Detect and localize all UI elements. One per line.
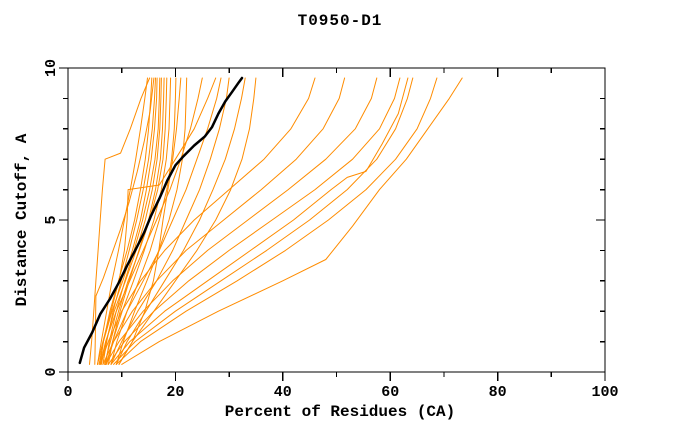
model-curve-26 [113, 77, 414, 365]
model-curve-20 [118, 77, 257, 365]
y-tick-label: 10 [43, 59, 60, 77]
model-curve-16 [97, 77, 217, 365]
model-curve-08 [100, 77, 162, 365]
y-tick-label: 0 [43, 367, 60, 376]
model-curve-12 [110, 77, 177, 365]
model-curve-05 [102, 77, 156, 365]
x-tick-label: 0 [63, 384, 72, 401]
model-curve-25 [110, 77, 409, 365]
chart-title: T0950-D1 [297, 12, 383, 30]
x-tick-label: 40 [274, 384, 292, 401]
model-curve-23 [105, 77, 378, 365]
model-curve-11 [106, 77, 172, 365]
x-tick-label: 80 [489, 384, 507, 401]
model-curve-01 [97, 77, 148, 365]
model-curve-17 [105, 77, 222, 365]
model-curve-18 [110, 77, 230, 365]
model-curve-19 [115, 77, 246, 365]
model-curve-13 [118, 77, 182, 365]
model-curve-14 [115, 77, 188, 365]
model-curve-04 [94, 77, 155, 365]
model-curve-28 [121, 77, 463, 365]
model-curve-15 [99, 77, 203, 365]
model-curve-06 [98, 77, 158, 365]
model-curve-07 [105, 77, 161, 365]
model-curve-03 [99, 77, 153, 365]
x-tick-label: 20 [166, 384, 184, 401]
y-tick-label: 5 [43, 215, 60, 224]
x-tick-label: 100 [591, 384, 618, 401]
x-axis-label: Percent of Residues (CA) [224, 403, 456, 421]
model-curve-22 [102, 77, 346, 365]
highlighted-model-curve [78, 76, 244, 365]
model-curve-02 [89, 77, 151, 365]
model-curve-24 [107, 77, 401, 365]
model-curve-21 [99, 77, 316, 365]
model-curve-27 [115, 77, 438, 365]
x-tick-label: 60 [381, 384, 399, 401]
